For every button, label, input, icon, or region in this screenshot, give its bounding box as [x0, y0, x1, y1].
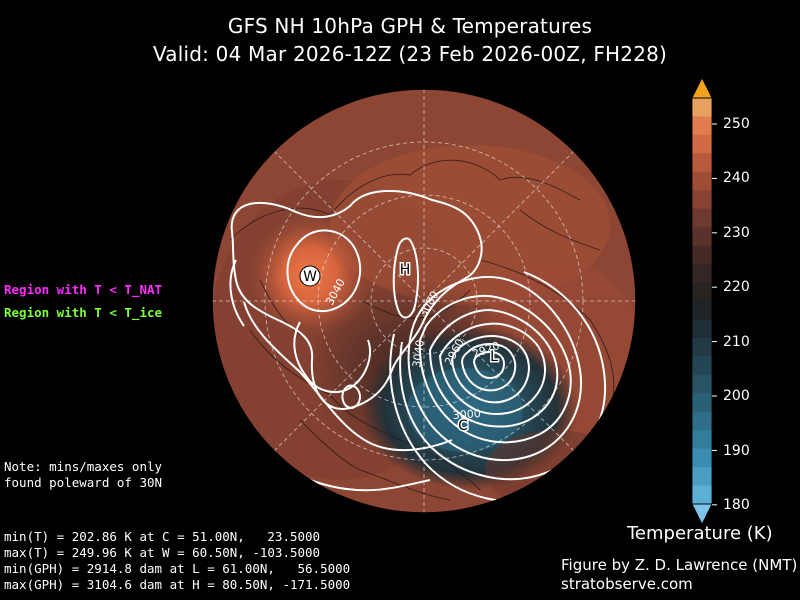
- colorbar-tick-label: 220: [723, 279, 750, 295]
- high-marker: H: [400, 262, 411, 278]
- colorbar-segment: [692, 264, 712, 284]
- colorbar-segment: [692, 116, 712, 136]
- colorbar-segment: [692, 411, 712, 431]
- credit-website: stratobserve.com: [561, 575, 693, 593]
- colorbar-segment: [692, 467, 712, 487]
- colorbar-tick-label: 190: [723, 443, 750, 459]
- colorbar-label: Temperature (K): [627, 523, 773, 544]
- colorbar-segment: [692, 190, 712, 210]
- colorbar-segment: [692, 171, 712, 191]
- contour-label: 3000: [452, 407, 481, 422]
- colorbar-segment: [692, 301, 712, 321]
- colorbar-tickmarks: [712, 123, 717, 506]
- extrema-markers: W H L C: [299, 261, 500, 436]
- colorbar-over-arrow: [691, 77, 713, 99]
- note-line1: Note: mins/maxes only: [4, 459, 163, 474]
- colorbar-segment: [692, 393, 712, 413]
- colorbar-segment: [692, 282, 712, 302]
- colorbar-segments: [692, 98, 712, 505]
- colorbar-segment: [692, 245, 712, 265]
- gph-contours: [225, 190, 606, 503]
- colorbar-frame: [691, 97, 713, 505]
- colorbar-segment: [692, 153, 712, 173]
- figure-title-line1: GFS NH 10hPa GPH & Temperatures: [227, 14, 593, 38]
- colorbar-segment: [692, 374, 712, 394]
- note-line2: found poleward of 30N: [4, 475, 163, 490]
- colorbar-segment: [692, 485, 712, 505]
- colorbar-segment: [692, 98, 712, 118]
- colorbar-under-arrow: [691, 503, 713, 525]
- colorbar-segment: [692, 448, 712, 468]
- stat-min-gph: min(GPH) = 2914.8 dam at L = 61.00N, 56.…: [4, 561, 351, 576]
- colorbar-tick-label: 210: [723, 334, 750, 350]
- colorbar-segment: [692, 134, 712, 154]
- figure-title-line2: Valid: 04 Mar 2026-12Z (23 Feb 2026-00Z,…: [152, 42, 668, 66]
- colorbar-segment: [692, 430, 712, 450]
- colorbar-segment: [692, 356, 712, 376]
- colorbar-tick-label: 180: [723, 497, 750, 513]
- colorbar-segment: [692, 319, 712, 339]
- colorbar-segment: [692, 208, 712, 228]
- graticule: [212, 89, 636, 513]
- contour-label: 3040: [410, 339, 427, 369]
- coastlines: [229, 159, 615, 501]
- colorbar-tick-label: 240: [723, 170, 750, 186]
- map-boundary: [211, 88, 637, 514]
- stat-max-gph: max(GPH) = 3104.6 dam at H = 80.50N, -17…: [4, 577, 351, 592]
- legend-nat-label: Region with T < T_NAT: [4, 282, 163, 297]
- stat-min-temperature: min(T) = 202.86 K at C = 51.00N, 23.5000: [4, 529, 321, 544]
- warm-marker: W: [303, 269, 317, 285]
- warm-marker-disc: [299, 265, 321, 287]
- low-marker: L: [490, 349, 498, 365]
- legend-ice-label: Region with T < T_ice: [4, 305, 163, 320]
- colorbar-segment: [692, 337, 712, 357]
- colorbar-tick-label: 200: [723, 388, 750, 404]
- colorbar-tick-label: 250: [723, 116, 750, 132]
- colorbar-segment: [692, 227, 712, 247]
- cold-marker: C: [458, 418, 468, 434]
- credit-author: Figure by Z. D. Lawrence (NMT): [561, 556, 798, 574]
- colorbar-tick-label: 230: [723, 225, 750, 241]
- stat-max-temperature: max(T) = 249.96 K at W = 60.50N, -103.50…: [4, 545, 321, 560]
